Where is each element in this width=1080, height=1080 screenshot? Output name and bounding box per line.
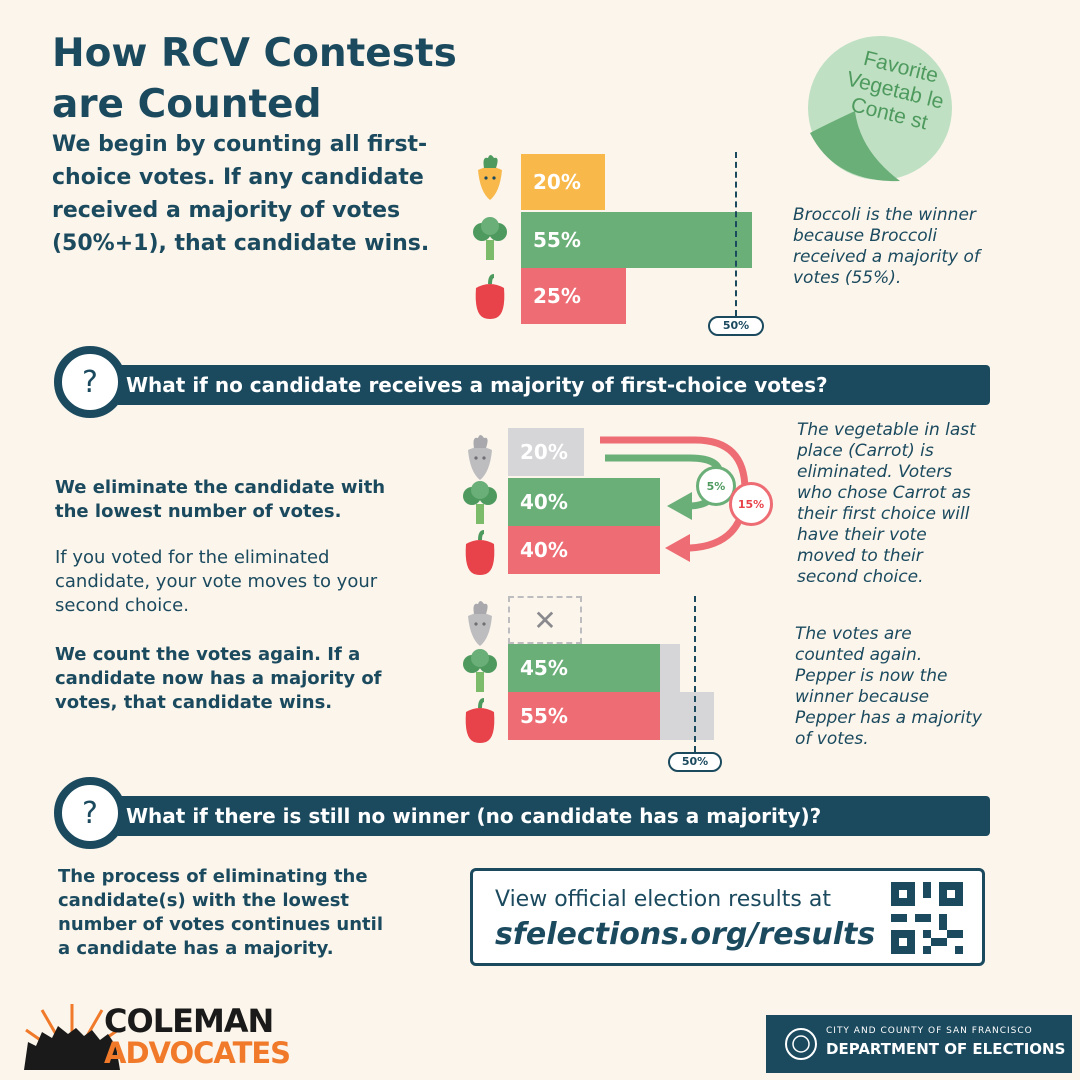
round2-pepper-bar: 40% — [508, 526, 660, 574]
transfer-pepper-badge: 15% — [729, 482, 773, 526]
step-eliminate: We eliminate the candidate with the lowe… — [55, 477, 386, 522]
department-of-elections-logo: CITY AND COUNTY OF SAN FRANCISCO DEPARTM… — [766, 1015, 1072, 1073]
qr-code-icon — [891, 882, 963, 954]
round1-pepper-bar: 25% — [521, 268, 626, 324]
dept-line2: DEPARTMENT OF ELECTIONS — [826, 1040, 1066, 1058]
carrot-grey-icon — [468, 435, 492, 480]
round3-grey-extension — [660, 644, 680, 692]
intro-text: We begin by counting all first-choice vo… — [52, 132, 430, 256]
question2-icon: ? — [54, 777, 126, 849]
crowd-icon — [24, 1004, 120, 1070]
round1-carrot-bar: 20% — [521, 154, 605, 210]
page-title: How RCV Contests are Counted — [52, 31, 457, 127]
city-seal-icon — [785, 1028, 817, 1060]
round2-note: The vegetable in last place (Carrot) is … — [797, 420, 976, 587]
question1-banner: What if no candidate receives a majority… — [118, 365, 990, 405]
round1-majority-line — [735, 152, 737, 316]
round1-threshold-badge: 50% — [708, 316, 764, 336]
pepper-icon — [475, 274, 505, 319]
question2-banner: What if there is still no winner (no can… — [118, 796, 990, 836]
broccoli-icon — [463, 481, 497, 524]
dept-line1: CITY AND COUNTY OF SAN FRANCISCO — [826, 1026, 1033, 1036]
round3-pepper-bar: 55% — [508, 692, 660, 740]
contest-sticker: Favorite Vegetab le Conte st — [805, 33, 955, 183]
logo-line1: COLEMAN — [104, 1002, 274, 1040]
round1-broccoli-bar: 55% — [521, 212, 752, 268]
broccoli-icon — [473, 217, 507, 260]
step-moves: If you voted for the eliminated candidat… — [55, 547, 378, 616]
round3-majority-line — [694, 596, 696, 752]
logo-line2: ADVOCATES — [104, 1036, 291, 1070]
round3-threshold-badge: 50% — [668, 752, 722, 772]
transfer-broccoli-badge: 5% — [696, 466, 736, 506]
results-label: View official election results at — [495, 887, 831, 912]
pepper-icon — [465, 530, 495, 575]
process-text: The process of eliminating the candidate… — [58, 866, 383, 959]
carrot-grey-icon — [468, 601, 492, 646]
results-box[interactable]: View official election results at sfelec… — [470, 868, 985, 966]
step-recount: We count the votes again. If a candidate… — [55, 644, 382, 713]
round2-carrot-bar: 20% — [508, 428, 584, 476]
round2-broccoli-bar: 40% — [508, 478, 660, 526]
pepper-icon — [465, 698, 495, 743]
coleman-advocates-logo: COLEMAN ADVOCATES — [22, 1002, 291, 1072]
round1-note: Broccoli is the winner because Broccoli … — [793, 205, 980, 288]
sticker-shape — [808, 36, 952, 182]
round3-broccoli-bar: 45% — [508, 644, 660, 692]
results-link[interactable]: sfelections.org/results — [495, 917, 876, 952]
question1-icon: ? — [54, 346, 126, 418]
round3-grey-extension — [660, 692, 714, 740]
round3-note: The votes are counted again. Pepper is n… — [795, 624, 982, 749]
round3-eliminated-box: ✕ — [508, 596, 582, 644]
carrot-icon — [478, 155, 502, 200]
broccoli-icon — [463, 649, 497, 692]
